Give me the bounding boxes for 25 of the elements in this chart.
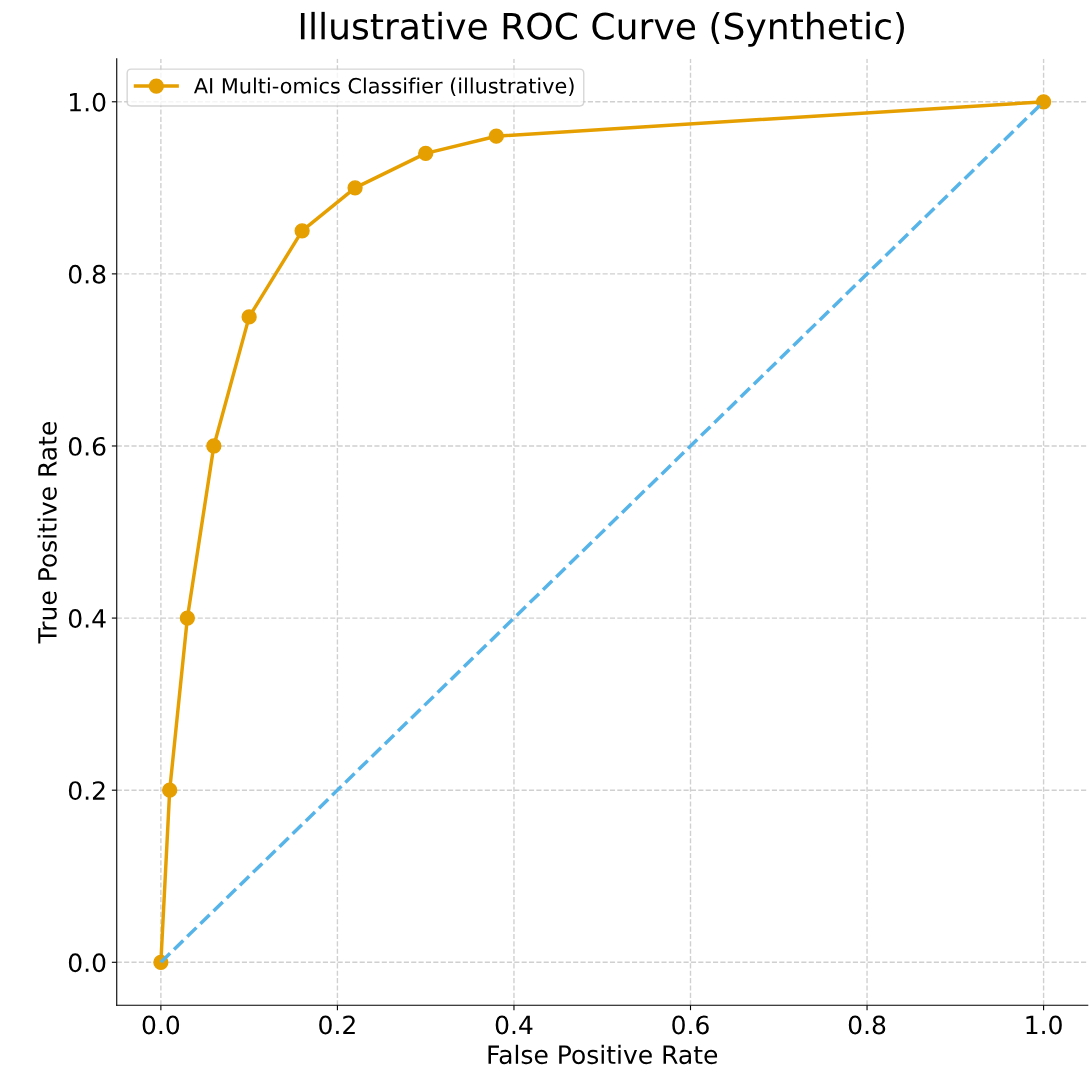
legend-label: AI Multi-omics Classifier (illustrative) xyxy=(193,77,574,97)
y-tick-label: 1.0 xyxy=(70,92,106,112)
y-tick-label: 0.0 xyxy=(68,953,106,973)
x-tick-label: 0.2 xyxy=(319,1015,355,1035)
x-tick-label: 0.0 xyxy=(142,1015,180,1035)
y-tick-label: 0.4 xyxy=(68,609,106,628)
point xyxy=(418,145,434,162)
point xyxy=(347,180,363,196)
point xyxy=(162,782,178,798)
point xyxy=(179,610,195,626)
x-tick-label: 0.8 xyxy=(848,1015,886,1035)
x-tick-label: 0.6 xyxy=(672,1015,709,1035)
point xyxy=(1035,94,1052,110)
y-tick-label: 0.8 xyxy=(68,264,106,284)
x-axis-title: False Positive Rate xyxy=(488,1044,718,1065)
y-tick-label: 0.6 xyxy=(68,436,106,456)
y-tick-label: 0.2 xyxy=(68,781,105,801)
x-tick-label: 0.4 xyxy=(495,1015,533,1035)
point xyxy=(241,309,257,325)
chart-title: Illustrative ROC Curve (Synthetic) xyxy=(300,11,904,47)
y-axis-title: True Positive Rate xyxy=(37,422,57,644)
point xyxy=(488,128,504,144)
point xyxy=(294,223,310,239)
point xyxy=(206,438,222,454)
x-tick-label: 1.0 xyxy=(1026,1015,1062,1035)
